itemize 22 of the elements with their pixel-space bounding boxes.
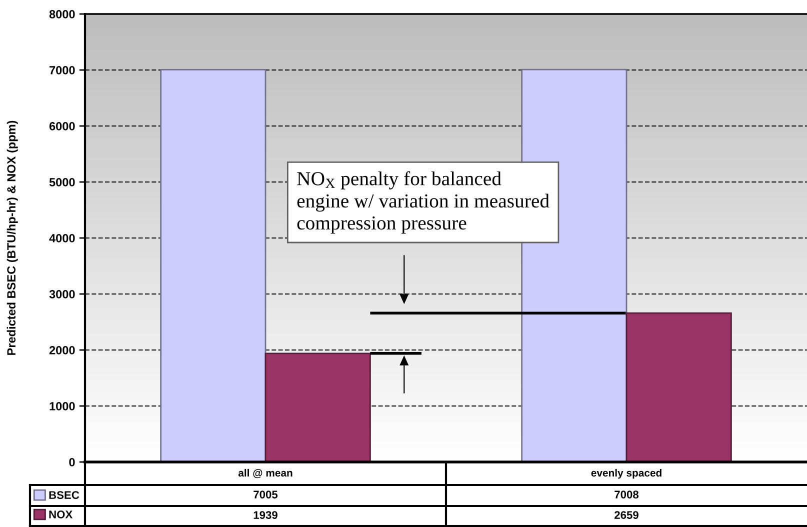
bar [626,312,732,462]
annotation: NO$_{X}$ penalty for balanced engine w/ variation in measured compression pressure [297,171,550,234]
y-tick-label: 2000 [49,346,75,354]
y-tick-label: 7000 [50,66,75,74]
data-label: 1939 [254,511,278,519]
y-axis-title: Predicted BSEC (BTU/hp-hr) & NOX (ppm) [6,120,18,355]
y-tick-label: 0 [69,458,75,466]
data-label: 7008 [614,490,639,498]
bar [264,352,371,462]
legend-label: NOX [49,510,73,518]
data-label: 2659 [614,511,638,519]
legend-label: BSEC [49,491,80,499]
y-tick-label: 4000 [49,234,75,242]
y-tick-label: 3000 [49,290,75,298]
y-tick-label: 6000 [49,122,75,130]
x-tick-label: all @ mean [238,468,292,478]
y-tick-label: 5000 [49,178,75,186]
bar [160,69,266,462]
y-tick-label: 8000 [49,10,75,18]
x-tick-label: evenly spaced [591,468,662,479]
data-label: 7005 [254,490,278,498]
y-tick-label: 1000 [50,402,75,410]
